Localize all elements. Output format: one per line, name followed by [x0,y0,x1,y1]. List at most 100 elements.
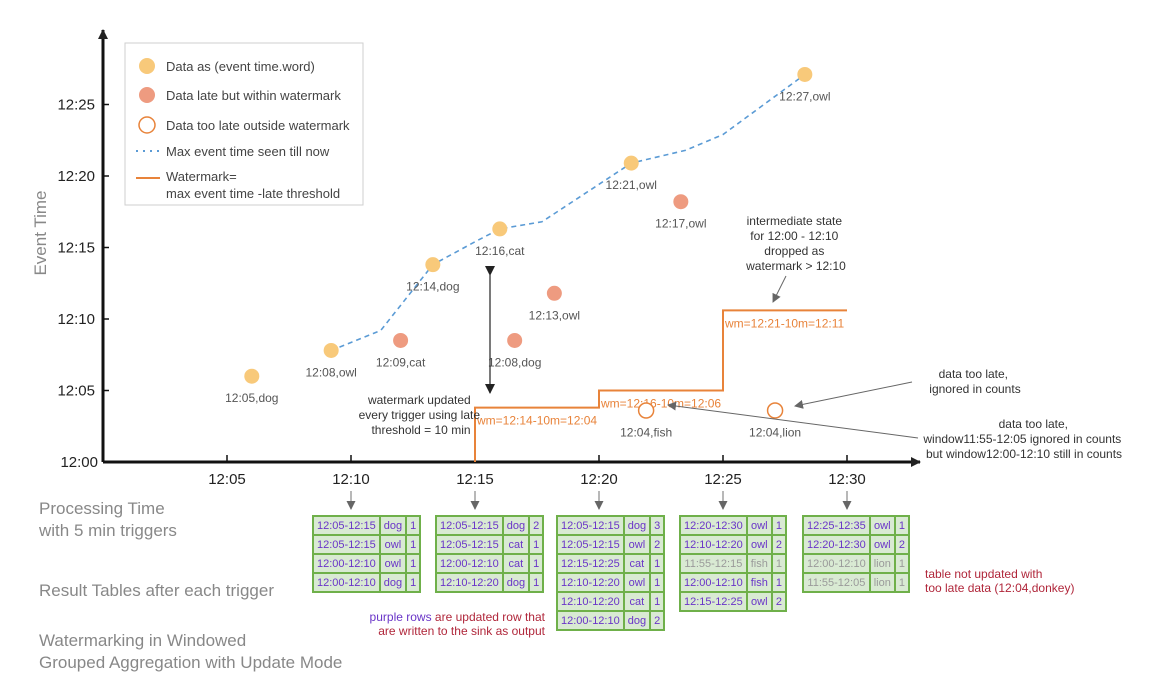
table-cell-window: 12:00-12:10 [558,612,623,629]
point-label: 12:05,dog [225,391,278,405]
on-time-point [797,66,813,82]
table-row: 12:05-12:15 dog 2 [437,517,543,534]
table-cell-window: 12:00-12:10 [314,555,379,572]
legend-on-time-marker [139,58,155,74]
table-cell-window: 12:20-12:30 [681,517,746,534]
table-row: 12:05-12:15 owl 1 [314,536,420,553]
result-table: 12:05-12:15 dog 2 12:05-12:15 cat 1 12:00-12:1… [435,515,545,593]
too-late-point [766,402,784,419]
table-cell-window: 12:10-12:20 [437,574,502,591]
table-cell-window: 12:00-12:10 [681,574,746,591]
processing-time-line-2: with 5 min triggers [39,521,177,540]
y-tick-label: 12:05 [57,383,95,400]
table-cell-count: 1 [407,574,420,591]
table-cell-word: owl [624,574,650,591]
table-cell-window: 12:15-12:25 [681,593,746,610]
table-cell-word: cat [624,555,650,572]
table-cell-count: 2 [772,536,785,553]
table-cell-word: owl [380,536,406,553]
late-point [546,285,562,301]
table-cell-window: 12:15-12:25 [558,555,623,572]
y-tick-label: 12:15 [57,240,95,257]
table-cell-word: owl [870,517,894,534]
table-row: 12:05-12:15 dog 3 [558,517,664,534]
table-not-updated-line-1: table not updated with [925,567,1043,581]
table-row: 12:10-12:20 owl 1 [558,574,664,591]
legend-on-time-label: Data as (event time.word) [166,59,315,74]
x-tick-label: 12:20 [580,471,618,488]
table-cell-word: dog [380,517,406,534]
table-row: 12:05-12:15 owl 2 [558,536,664,553]
table-cell-word: dog [503,574,529,591]
point-label: 12:08,owl [305,365,356,379]
x-tick-label: 12:25 [704,471,742,488]
table-cell-word: lion [870,555,894,572]
table-cell-count: 1 [530,555,543,572]
intermediate-state-note: intermediate state for 12:00 - 12:10 dro… [745,214,846,273]
y-tick-label: 12:00 [60,454,98,471]
table-cell-window: 12:25-12:35 [804,517,869,534]
table-cell-count: 1 [407,517,420,534]
y-tick-label: 12:20 [57,168,95,185]
point-label: 12:08,dog [488,355,541,369]
intermediate-state-arrow [772,275,787,303]
table-row: 12:20-12:30 owl 2 [804,536,908,553]
table-cell-count: 1 [772,574,785,591]
on-time-point [623,155,639,171]
too-late-arrow-1 [794,381,913,409]
table-row: 12:15-12:25 owl 2 [681,593,785,610]
table-cell-window: 12:05-12:15 [558,517,623,534]
y-axis-label: Event Time [31,190,50,275]
result-table: 12:05-12:15 dog 3 12:05-12:15 owl 2 12:15-12:2… [556,515,666,631]
table-row: 12:15-12:25 cat 1 [558,555,664,572]
table-cell-window: 11:55-12:15 [681,555,746,572]
result-table: 12:25-12:35 owl 1 12:20-12:30 owl 2 12:00-12:1… [802,515,910,593]
table-cell-word: owl [747,517,771,534]
table-row: 12:00-12:10 cat 1 [437,555,543,572]
table-cell-window: 12:00-12:10 [314,574,379,591]
purple-rows-highlight: purple rows [369,610,432,624]
table-row: 12:25-12:35 owl 1 [804,517,908,534]
legend-box [124,42,364,206]
x-tick-label: 12:05 [208,471,246,488]
on-time-point [244,368,260,384]
legend-watermark-label: Watermark= [166,169,237,184]
table-cell-count: 1 [895,555,908,572]
x-tick-label: 12:15 [456,471,494,488]
diagram-title-line-2: Grouped Aggregation with Update Mode [39,653,343,672]
table-cell-count: 1 [407,555,420,572]
table-row: 12:00-12:10 fish 1 [681,574,785,591]
table-cell-word: owl [747,536,771,553]
table-row: 12:05-12:15 dog 1 [314,517,420,534]
table-row: 11:55-12:05 lion 1 [804,574,908,591]
table-cell-count: 1 [651,555,664,572]
table-row: 11:55-12:15 fish 1 [681,555,785,572]
y-tick-label: 12:25 [57,97,95,114]
late-point [673,194,689,210]
table-cell-word: cat [503,536,529,553]
on-time-point [492,221,508,237]
point-label: 12:04,lion [749,426,801,440]
purple-rows-note: purple rows are updated row that are wri… [345,610,545,638]
table-cell-word: owl [747,593,771,610]
on-time-point [425,257,441,273]
table-cell-count: 3 [651,517,664,534]
table-cell-window: 12:05-12:15 [558,536,623,553]
table-row: 12:05-12:15 cat 1 [437,536,543,553]
result-table: 12:20-12:30 owl 1 12:10-12:20 owl 2 11:55-12:1… [679,515,787,612]
processing-time-line-1: Processing Time [39,499,165,518]
table-cell-word: fish [747,574,771,591]
table-cell-window: 11:55-12:05 [804,574,869,591]
legend-late-marker [139,87,155,103]
diagram-title-line-1: Watermarking in Windowed [39,631,247,650]
too-late-arrow-2 [667,401,919,439]
legend-late-label: Data late but within watermark [166,88,341,103]
table-cell-word: cat [503,555,529,572]
table-cell-window: 12:05-12:15 [437,536,502,553]
x-tick-label: 12:30 [828,471,866,488]
table-cell-count: 2 [651,612,664,629]
table-row: 12:20-12:30 owl 1 [681,517,785,534]
table-cell-word: dog [380,574,406,591]
max-event-time-line [330,73,806,352]
diagram-title: Watermarking in Windowed Grouped Aggrega… [39,630,342,674]
